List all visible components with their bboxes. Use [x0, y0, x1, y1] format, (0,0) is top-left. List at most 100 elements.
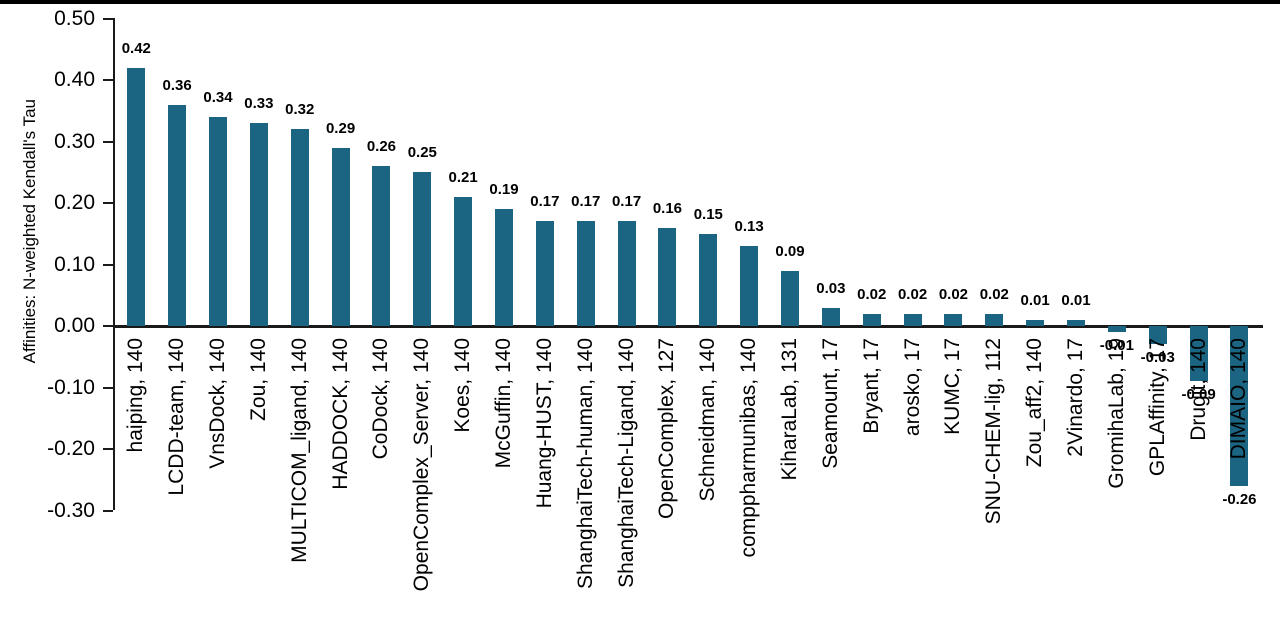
- bar-value-label: 0.21: [448, 168, 478, 186]
- y-tick-label: 0.50: [54, 6, 95, 30]
- y-tick-label: 0.20: [54, 191, 95, 214]
- bar-value-label: 0.02: [857, 285, 887, 303]
- bar: [576, 221, 595, 326]
- bar-value-label: -0.26: [1222, 490, 1257, 508]
- bar: [821, 307, 840, 326]
- bar-value-label: 0.26: [366, 138, 397, 156]
- x-category-label: Zou_aff2, 140: [1023, 338, 1047, 468]
- bar-value-label: 0.03: [816, 279, 846, 297]
- bar-value-label: 0.34: [203, 88, 233, 106]
- x-category-label: comppharmunibas, 140: [737, 338, 761, 558]
- bar: [1189, 326, 1208, 382]
- bar: [617, 221, 636, 326]
- bar-value-label: 0.29: [325, 119, 356, 137]
- x-category-label: KUMC, 17: [941, 338, 965, 435]
- y-tick-mark: [103, 386, 113, 389]
- x-category-label: OpenComplex, 127: [655, 338, 679, 519]
- y-tick-label: -0.30: [47, 498, 95, 522]
- bar: [331, 147, 350, 326]
- y-tick-label: -0.10: [47, 375, 95, 399]
- y-tick-label: 0.30: [54, 129, 95, 153]
- bar: [740, 246, 759, 326]
- x-category-label: Koes, 140: [451, 338, 475, 433]
- bar-value-label: 0.32: [285, 101, 315, 119]
- y-tick-mark: [103, 448, 113, 450]
- y-tick-label: -0.20: [47, 437, 95, 460]
- x-category-label: SNU-CHEM-lig, 112: [982, 338, 1006, 525]
- bar: [1067, 319, 1085, 326]
- bar-value-label: 0.02: [938, 285, 969, 303]
- x-category-label: haiping, 140: [124, 338, 148, 453]
- x-category-label: OpenComplex_Server, 140: [410, 338, 434, 592]
- bar-value-label: 0.36: [162, 76, 192, 94]
- bar: [372, 166, 391, 326]
- bar: [1230, 326, 1249, 486]
- x-axis-line: [113, 324, 1263, 328]
- y-tick-mark: [103, 140, 113, 143]
- y-tick-mark: [103, 263, 113, 266]
- bar: [944, 313, 963, 326]
- x-category-label: Schneidman, 140: [696, 338, 720, 502]
- bar-value-label: 0.17: [571, 193, 601, 211]
- x-category-label: DIMAIO, 140: [1227, 338, 1251, 460]
- y-tick-mark: [103, 79, 113, 81]
- bar-value-label: -0.01: [1099, 337, 1134, 355]
- x-category-label: 2Vinardo, 17: [1064, 338, 1087, 457]
- bar-value-label: 0.02: [897, 285, 928, 303]
- bar: [495, 209, 513, 326]
- x-category-label: arosko, 17: [900, 338, 924, 437]
- bar: [168, 104, 187, 326]
- x-category-label: Huang-HUST, 140: [532, 338, 556, 509]
- bar-value-label: 0.42: [121, 39, 151, 57]
- y-tick-mark: [103, 509, 113, 512]
- x-category-label: McGuffin, 140: [492, 338, 515, 469]
- y-tick-mark: [103, 17, 113, 20]
- bar-value-label: 0.01: [1061, 291, 1091, 309]
- bar-value-label: -0.03: [1140, 349, 1175, 367]
- y-axis-line: [113, 18, 115, 510]
- bar: [1026, 319, 1045, 326]
- x-category-label: Bryant, 17: [859, 338, 883, 434]
- y-tick-mark: [103, 325, 113, 327]
- bar: [209, 116, 227, 326]
- x-category-label: KiharaLab, 131: [778, 338, 801, 481]
- bar: [658, 227, 677, 326]
- bar: [535, 221, 554, 326]
- bar-value-label: 0.25: [407, 144, 437, 162]
- x-category-label: CoDock, 140: [369, 338, 393, 460]
- bar: [1107, 326, 1126, 333]
- x-category-label: Zou, 140: [246, 338, 270, 421]
- y-tick-label: 0.40: [54, 68, 95, 91]
- bar: [1148, 326, 1167, 345]
- bar-value-label: 0.15: [693, 205, 723, 223]
- bar: [985, 313, 1004, 326]
- bar-value-label: 0.09: [775, 242, 805, 260]
- x-category-label: ShanghaiTech-Ligand, 140: [614, 338, 638, 588]
- bar-value-label: 0.17: [530, 193, 560, 211]
- bar: [127, 67, 146, 326]
- x-category-label: VnsDock, 140: [206, 338, 229, 469]
- bar-value-label: 0.33: [244, 95, 274, 113]
- x-category-label: MULTICOM_ligand, 140: [287, 338, 311, 563]
- bar: [249, 123, 268, 326]
- bar: [699, 233, 718, 326]
- bar-value-label: 0.16: [652, 199, 683, 217]
- bar: [290, 129, 309, 326]
- bar-value-label: -0.09: [1181, 386, 1216, 404]
- x-category-label: GPLAffinity, 17: [1145, 338, 1169, 477]
- bar: [903, 313, 922, 326]
- x-category-label: ShanghaiTech-human, 140: [573, 338, 597, 590]
- y-tick-label: 0.00: [54, 314, 95, 337]
- bar-value-label: 0.13: [734, 218, 764, 236]
- x-category-label: LCDD-team, 140: [165, 338, 189, 496]
- bar: [413, 172, 432, 326]
- bar-value-label: 0.01: [1020, 291, 1050, 309]
- y-tick-label: 0.10: [54, 252, 95, 276]
- bar-value-label: 0.17: [611, 193, 642, 211]
- y-tick-mark: [103, 202, 113, 204]
- x-category-label: HADDOCK, 140: [328, 338, 352, 490]
- bar-value-label: 0.02: [979, 285, 1009, 303]
- bar: [781, 270, 799, 326]
